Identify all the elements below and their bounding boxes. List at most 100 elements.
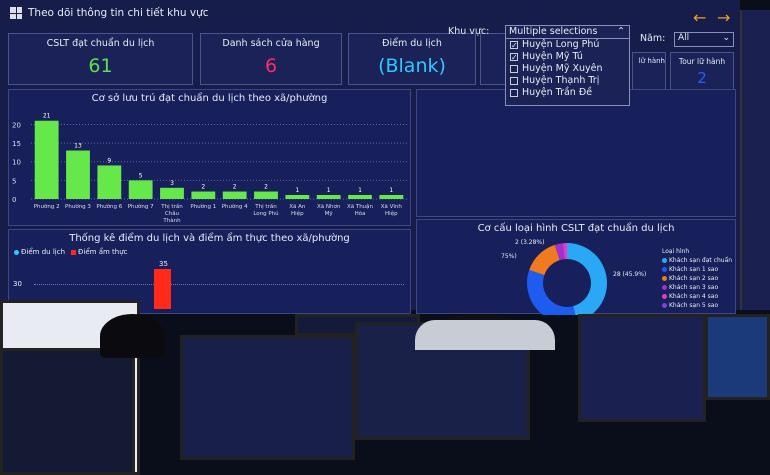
data-label: 75%) bbox=[501, 253, 517, 260]
legend-item: Điểm du lịch bbox=[21, 248, 65, 256]
area-option[interactable]: ✓ Huyện Long Phú bbox=[506, 39, 629, 51]
x-tick: Thị trấn Long Phú bbox=[253, 203, 278, 217]
checkbox[interactable] bbox=[510, 89, 518, 97]
data-label: 1 bbox=[389, 187, 393, 194]
legend-item: Điểm ẩm thực bbox=[78, 248, 128, 256]
monitor-right bbox=[705, 314, 770, 400]
option-label: Huyện Trần Đề bbox=[522, 87, 593, 98]
legend-dot bbox=[662, 258, 667, 263]
legend-dot bbox=[662, 303, 667, 308]
chart-title: Cơ sở lưu trú đạt chuẩn du lịch theo xã/… bbox=[91, 93, 328, 104]
card-travel-agency: lữ hành bbox=[632, 52, 666, 94]
legend-label: Khách sạn 3 sao bbox=[669, 284, 719, 291]
x-tick: Xã An Hiệp bbox=[289, 204, 306, 217]
bar bbox=[285, 195, 310, 199]
card-title: Tour lữ hành bbox=[678, 57, 726, 66]
checkbox-checked[interactable]: ✓ bbox=[510, 53, 518, 62]
empty-panel bbox=[416, 89, 736, 217]
legend-dot bbox=[14, 249, 19, 255]
legend-dot bbox=[662, 276, 667, 281]
donut-slice bbox=[529, 244, 560, 276]
legend-dot bbox=[71, 249, 76, 255]
donut-panel: Cơ cấu loại hình CSLT đạt chuẩn du lịch … bbox=[416, 219, 736, 315]
legend-item: Khách sạn 4 sao bbox=[662, 293, 718, 300]
area-label: Khu vực: bbox=[448, 26, 490, 37]
bar bbox=[191, 191, 216, 199]
forward-arrow-icon[interactable]: → bbox=[717, 8, 731, 27]
area-option[interactable]: Huyện Thạnh Trị bbox=[506, 75, 629, 87]
donut-slice bbox=[562, 243, 567, 260]
legend-title: Loại hình bbox=[662, 248, 690, 255]
legend-item: Khách sạn đạt chuẩn bbox=[662, 257, 732, 264]
x-tick: Phường 6 bbox=[96, 203, 122, 210]
monitor-dashboard-1 bbox=[180, 335, 355, 460]
card-title: Điểm du lịch bbox=[382, 38, 442, 49]
back-arrow-icon[interactable]: ← bbox=[693, 8, 707, 27]
card-value: 2 bbox=[697, 69, 707, 87]
monitor-dashboard-3 bbox=[578, 314, 706, 422]
checkbox-checked[interactable]: ✓ bbox=[510, 41, 518, 50]
bar bbox=[34, 120, 59, 199]
bar bbox=[316, 195, 341, 199]
x-tick: Xã Nhơn Mỹ bbox=[317, 204, 341, 217]
x-tick: Phường 7 bbox=[128, 203, 154, 210]
area-option[interactable]: ✓ Huyện Mỹ Tú bbox=[506, 51, 629, 63]
legend-item: Khách sạn 5 sao bbox=[662, 302, 718, 309]
card-value: 6 bbox=[264, 55, 278, 77]
bar bbox=[379, 195, 404, 199]
bar bbox=[222, 191, 247, 199]
option-label: Huyện Long Phú bbox=[522, 39, 600, 50]
y-tick: 15 bbox=[12, 140, 21, 148]
legend-label: Khách sạn 5 sao bbox=[669, 302, 719, 309]
bar bbox=[160, 187, 184, 199]
area-select[interactable]: Multiple selections ⌃ bbox=[506, 26, 629, 39]
bar bbox=[154, 269, 171, 309]
person-shirt bbox=[415, 320, 555, 350]
checkbox[interactable] bbox=[510, 65, 518, 73]
data-label: 2 bbox=[264, 184, 268, 191]
option-label: Huyện Thạnh Trị bbox=[522, 75, 600, 86]
data-label: 1 bbox=[358, 187, 362, 194]
x-tick: Phường 1 bbox=[190, 203, 216, 210]
legend-item: Khách sạn 2 sao bbox=[662, 275, 718, 282]
data-label: 21 bbox=[43, 113, 51, 120]
data-label: 35 bbox=[159, 260, 168, 268]
food-chart-panel: Thống kê điểm du lịch và điểm ẩm thực th… bbox=[8, 229, 411, 314]
checkbox[interactable] bbox=[510, 77, 518, 85]
area-option[interactable]: Huyện Trần Đề bbox=[506, 87, 629, 99]
y-tick: 10 bbox=[12, 159, 21, 167]
data-label: 28 (45.9%) bbox=[613, 271, 647, 278]
chart-title: Thống kê điểm du lịch và điểm ẩm thực th… bbox=[69, 233, 350, 244]
year-value: All bbox=[678, 33, 690, 43]
legend-item: Khách sạn 1 sao bbox=[662, 266, 718, 273]
area-option[interactable]: Huyện Mỹ Xuyên bbox=[506, 63, 629, 75]
person-right bbox=[448, 314, 508, 324]
page-title: Theo dõi thông tin chi tiết khu vực bbox=[28, 7, 209, 19]
monitor-map bbox=[0, 348, 135, 475]
year-dropdown[interactable]: All ⌄ bbox=[674, 32, 734, 47]
card-title: Danh sách cửa hàng bbox=[222, 38, 320, 49]
y-tick: 30 bbox=[13, 280, 22, 288]
legend-label: Khách sạn đạt chuẩn bbox=[669, 257, 733, 264]
option-label: Huyện Mỹ Xuyên bbox=[522, 63, 603, 74]
donut-slice bbox=[527, 269, 576, 315]
bar bbox=[66, 150, 90, 199]
x-tick: Thị trấn Châu Thành bbox=[160, 203, 183, 224]
page-header: Theo dõi thông tin chi tiết khu vực bbox=[10, 7, 209, 19]
legend-item: Khách sạn 3 sao bbox=[662, 284, 718, 291]
year-label: Năm: bbox=[640, 33, 666, 44]
dashboard-wall: Theo dõi thông tin chi tiết khu vực CSLT… bbox=[0, 0, 740, 315]
data-label: 3 bbox=[170, 180, 174, 187]
donut-slice bbox=[554, 243, 565, 261]
donut-chart bbox=[527, 243, 607, 315]
x-tick: Phường 3 bbox=[65, 203, 91, 210]
data-label: 2 bbox=[201, 184, 205, 191]
data-label: 5 bbox=[139, 172, 143, 179]
area-dropdown[interactable]: Multiple selections ⌃ ✓ Huyện Long Phú ✓ Huy… bbox=[505, 25, 630, 106]
donut-slice bbox=[567, 243, 607, 315]
card-tours: Tour lữ hành 2 bbox=[670, 52, 734, 96]
person-left bbox=[100, 314, 165, 358]
y-tick: 20 bbox=[12, 121, 21, 129]
card-stores: Danh sách cửa hàng 6 bbox=[200, 33, 342, 85]
chart-title: Cơ cấu loại hình CSLT đạt chuẩn du lịch bbox=[477, 223, 675, 234]
